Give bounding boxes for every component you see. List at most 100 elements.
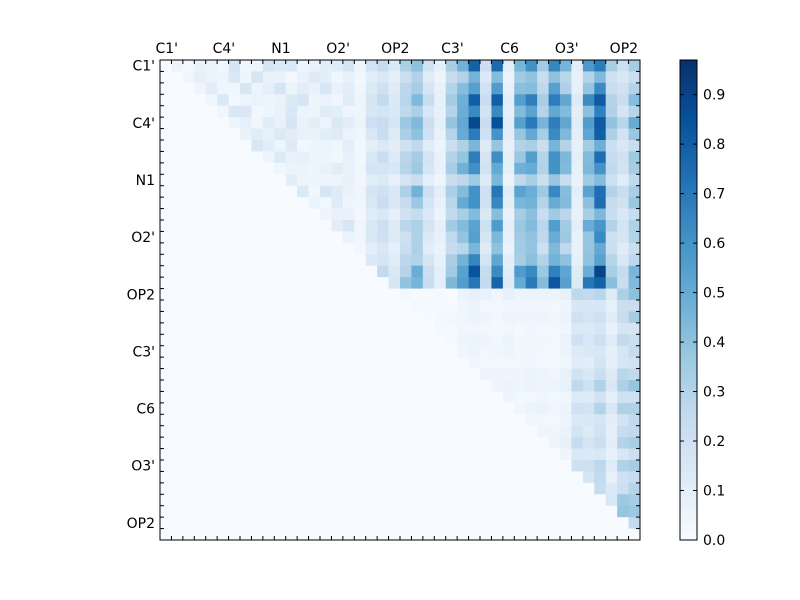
heatmap-cell	[582, 380, 595, 392]
heatmap-cell	[571, 277, 584, 289]
heatmap-cell	[457, 425, 469, 438]
heatmap-cell	[182, 357, 195, 369]
heatmap-cell	[171, 402, 184, 415]
heatmap-cell	[514, 437, 527, 449]
heatmap-cell	[434, 94, 447, 107]
heatmap-cell	[525, 482, 538, 495]
heatmap-cell	[537, 94, 549, 107]
heatmap-cell	[434, 391, 447, 404]
heatmap-cell	[560, 162, 572, 175]
heatmap-cell	[274, 448, 287, 461]
heatmap-cell	[240, 494, 252, 507]
heatmap-cell	[571, 105, 584, 118]
heatmap-cell	[194, 265, 207, 278]
heatmap-cell	[262, 334, 275, 347]
heatmap-cell	[388, 380, 401, 392]
heatmap-cell	[285, 60, 298, 72]
heatmap-cell	[422, 471, 435, 484]
heatmap-cell	[342, 460, 355, 472]
heatmap-cell	[320, 448, 332, 461]
heatmap-cell	[571, 300, 584, 312]
heatmap-cell	[628, 162, 641, 175]
heatmap-cell	[262, 391, 275, 404]
heatmap-cell	[285, 505, 298, 518]
heatmap-cell	[251, 220, 264, 232]
heatmap-cell	[285, 242, 298, 255]
heatmap-cell	[480, 322, 492, 335]
heatmap-cell	[502, 482, 515, 495]
heatmap-cell	[354, 300, 367, 312]
heatmap-cell	[571, 528, 584, 541]
heatmap-cell	[297, 311, 309, 324]
heatmap-cell	[537, 288, 549, 301]
heatmap-cell	[285, 460, 298, 472]
heatmap-cell	[251, 391, 264, 404]
heatmap-cell	[560, 82, 572, 95]
heatmap-cell	[422, 265, 435, 278]
heatmap-cell	[171, 414, 184, 427]
heatmap-cell	[434, 265, 447, 278]
heatmap-cell	[354, 311, 367, 324]
heatmap-cell	[274, 414, 287, 427]
heatmap-cell	[308, 162, 321, 175]
heatmap-cell	[491, 94, 504, 107]
heatmap-cell	[342, 151, 355, 164]
heatmap-cell	[297, 448, 309, 461]
heatmap-cell	[194, 174, 207, 187]
heatmap-cell	[194, 231, 207, 244]
heatmap-cell	[514, 277, 527, 289]
heatmap-cell	[537, 517, 549, 529]
heatmap-cell	[377, 505, 389, 518]
heatmap-cell	[205, 185, 218, 198]
heatmap-cell	[525, 391, 538, 404]
heatmap-cell	[297, 414, 309, 427]
heatmap-cell	[217, 311, 229, 324]
heatmap-cell	[160, 151, 172, 164]
heatmap-cell	[194, 391, 207, 404]
heatmap-cell	[365, 448, 378, 461]
heatmap-cell	[594, 254, 607, 267]
heatmap-cell	[228, 60, 241, 72]
heatmap-cell	[582, 220, 595, 232]
heatmap-cell	[297, 357, 309, 369]
heatmap-cell	[171, 151, 184, 164]
heatmap-cell	[308, 414, 321, 427]
heatmap-cell	[342, 517, 355, 529]
x-tick-label: N1	[271, 41, 290, 57]
heatmap-cell	[308, 265, 321, 278]
heatmap-cell	[480, 140, 492, 152]
heatmap-cell	[457, 231, 469, 244]
heatmap-cell	[411, 505, 424, 518]
heatmap-cell	[217, 345, 229, 358]
heatmap-cell	[297, 517, 309, 529]
heatmap-cell	[262, 185, 275, 198]
heatmap-cell	[628, 94, 641, 107]
heatmap-cell	[400, 162, 412, 175]
heatmap-cell	[171, 71, 184, 84]
heatmap-cell	[445, 482, 458, 495]
heatmap-cell	[605, 322, 618, 335]
heatmap-cell	[525, 117, 538, 129]
heatmap-cell	[217, 220, 229, 232]
heatmap-cell	[514, 128, 527, 141]
heatmap-cell	[228, 528, 241, 541]
heatmap-cell	[617, 322, 629, 335]
heatmap-cell	[628, 460, 641, 472]
heatmap-cell	[308, 71, 321, 84]
heatmap-cell	[628, 528, 641, 541]
heatmap-cell	[297, 105, 309, 118]
heatmap-cell	[331, 334, 344, 347]
heatmap-cell	[411, 300, 424, 312]
heatmap-cell	[628, 425, 641, 438]
heatmap-cell	[240, 208, 252, 221]
heatmap-cell	[525, 128, 538, 141]
heatmap-cell	[251, 322, 264, 335]
heatmap-cell	[480, 334, 492, 347]
heatmap-cell	[548, 254, 561, 267]
heatmap-cell	[582, 288, 595, 301]
heatmap-cell	[388, 437, 401, 449]
heatmap-cell	[422, 288, 435, 301]
heatmap-cell	[628, 357, 641, 369]
heatmap-cell	[525, 185, 538, 198]
heatmap-cell	[365, 185, 378, 198]
